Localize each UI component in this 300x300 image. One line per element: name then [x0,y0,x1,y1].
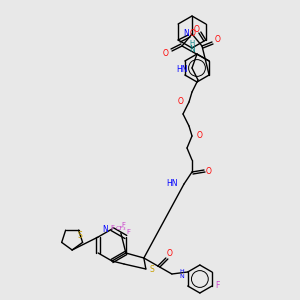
Text: O: O [163,49,169,58]
Text: H: H [189,40,195,46]
Text: N: N [183,29,189,38]
Text: O: O [206,167,212,176]
Text: O: O [215,34,221,43]
Text: H
N: H N [179,268,184,279]
Text: S: S [77,231,82,240]
Text: O: O [178,98,184,106]
Text: N: N [102,224,108,233]
Text: F: F [127,229,131,235]
Text: HN: HN [166,179,178,188]
Text: CF₃: CF₃ [116,226,126,232]
Text: HN: HN [176,65,188,74]
Text: N: N [189,44,195,53]
Text: F: F [122,222,126,228]
Text: O: O [189,29,195,38]
Text: O: O [167,250,173,259]
Text: S: S [149,266,154,274]
Text: F: F [111,225,115,231]
Text: O: O [194,25,200,34]
Text: O: O [197,131,203,140]
Text: F: F [215,281,219,290]
